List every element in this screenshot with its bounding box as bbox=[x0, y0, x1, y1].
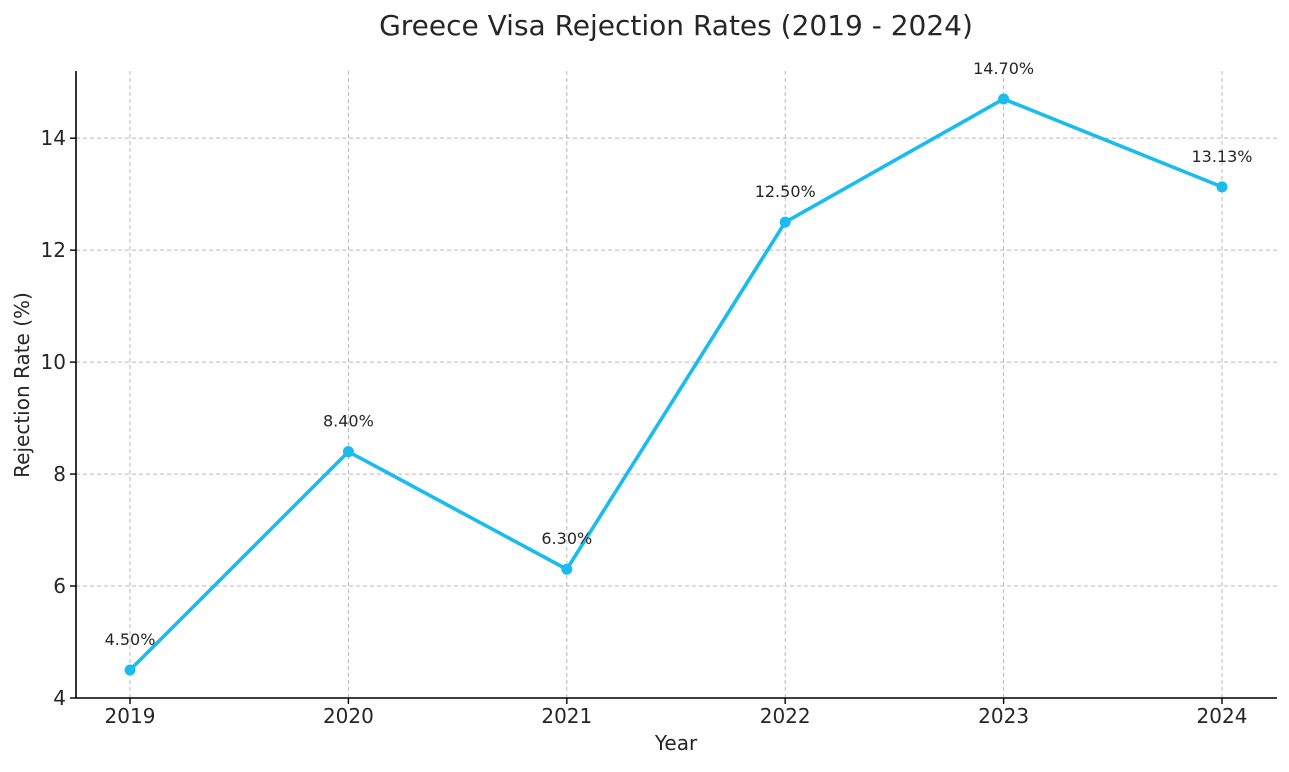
data-point bbox=[998, 93, 1010, 105]
x-axis-title: Year bbox=[654, 731, 698, 755]
data-point bbox=[561, 563, 573, 575]
x-tick-label: 2022 bbox=[760, 704, 811, 728]
x-tick-label: 2020 bbox=[323, 704, 374, 728]
chart-title: Greece Visa Rejection Rates (2019 - 2024… bbox=[379, 9, 973, 42]
data-label: 8.40% bbox=[323, 412, 374, 431]
y-tick-label: 12 bbox=[41, 238, 66, 262]
y-axis-title: Rejection Rate (%) bbox=[10, 292, 34, 478]
data-labels: 4.50% 8.40% 6.30% 12.50% 14.70% 13.13% bbox=[105, 59, 1253, 649]
y-tick-label: 4 bbox=[53, 686, 66, 710]
grid bbox=[76, 71, 1277, 698]
data-point bbox=[779, 216, 791, 228]
y-tick-label: 14 bbox=[41, 126, 66, 150]
x-tick-label: 2021 bbox=[541, 704, 592, 728]
y-tick-label: 6 bbox=[53, 574, 66, 598]
axes bbox=[75, 71, 1277, 699]
data-label: 12.50% bbox=[755, 182, 816, 201]
data-label: 13.13% bbox=[1191, 147, 1252, 166]
data-point bbox=[1216, 181, 1228, 193]
y-axis-ticks: 4 6 8 10 12 14 bbox=[41, 126, 76, 710]
series-layer bbox=[124, 93, 1228, 676]
data-label: 14.70% bbox=[973, 59, 1034, 78]
x-tick-label: 2024 bbox=[1197, 704, 1248, 728]
x-tick-label: 2019 bbox=[105, 704, 156, 728]
data-label: 6.30% bbox=[541, 529, 592, 548]
x-tick-label: 2023 bbox=[978, 704, 1029, 728]
y-tick-label: 8 bbox=[53, 462, 66, 486]
data-label: 4.50% bbox=[105, 630, 156, 649]
data-point bbox=[342, 446, 354, 458]
series-line bbox=[128, 97, 1224, 672]
x-axis-ticks: 2019 2020 2021 2022 2023 2024 bbox=[105, 698, 1248, 728]
y-tick-label: 10 bbox=[41, 350, 66, 374]
data-point bbox=[124, 664, 136, 676]
